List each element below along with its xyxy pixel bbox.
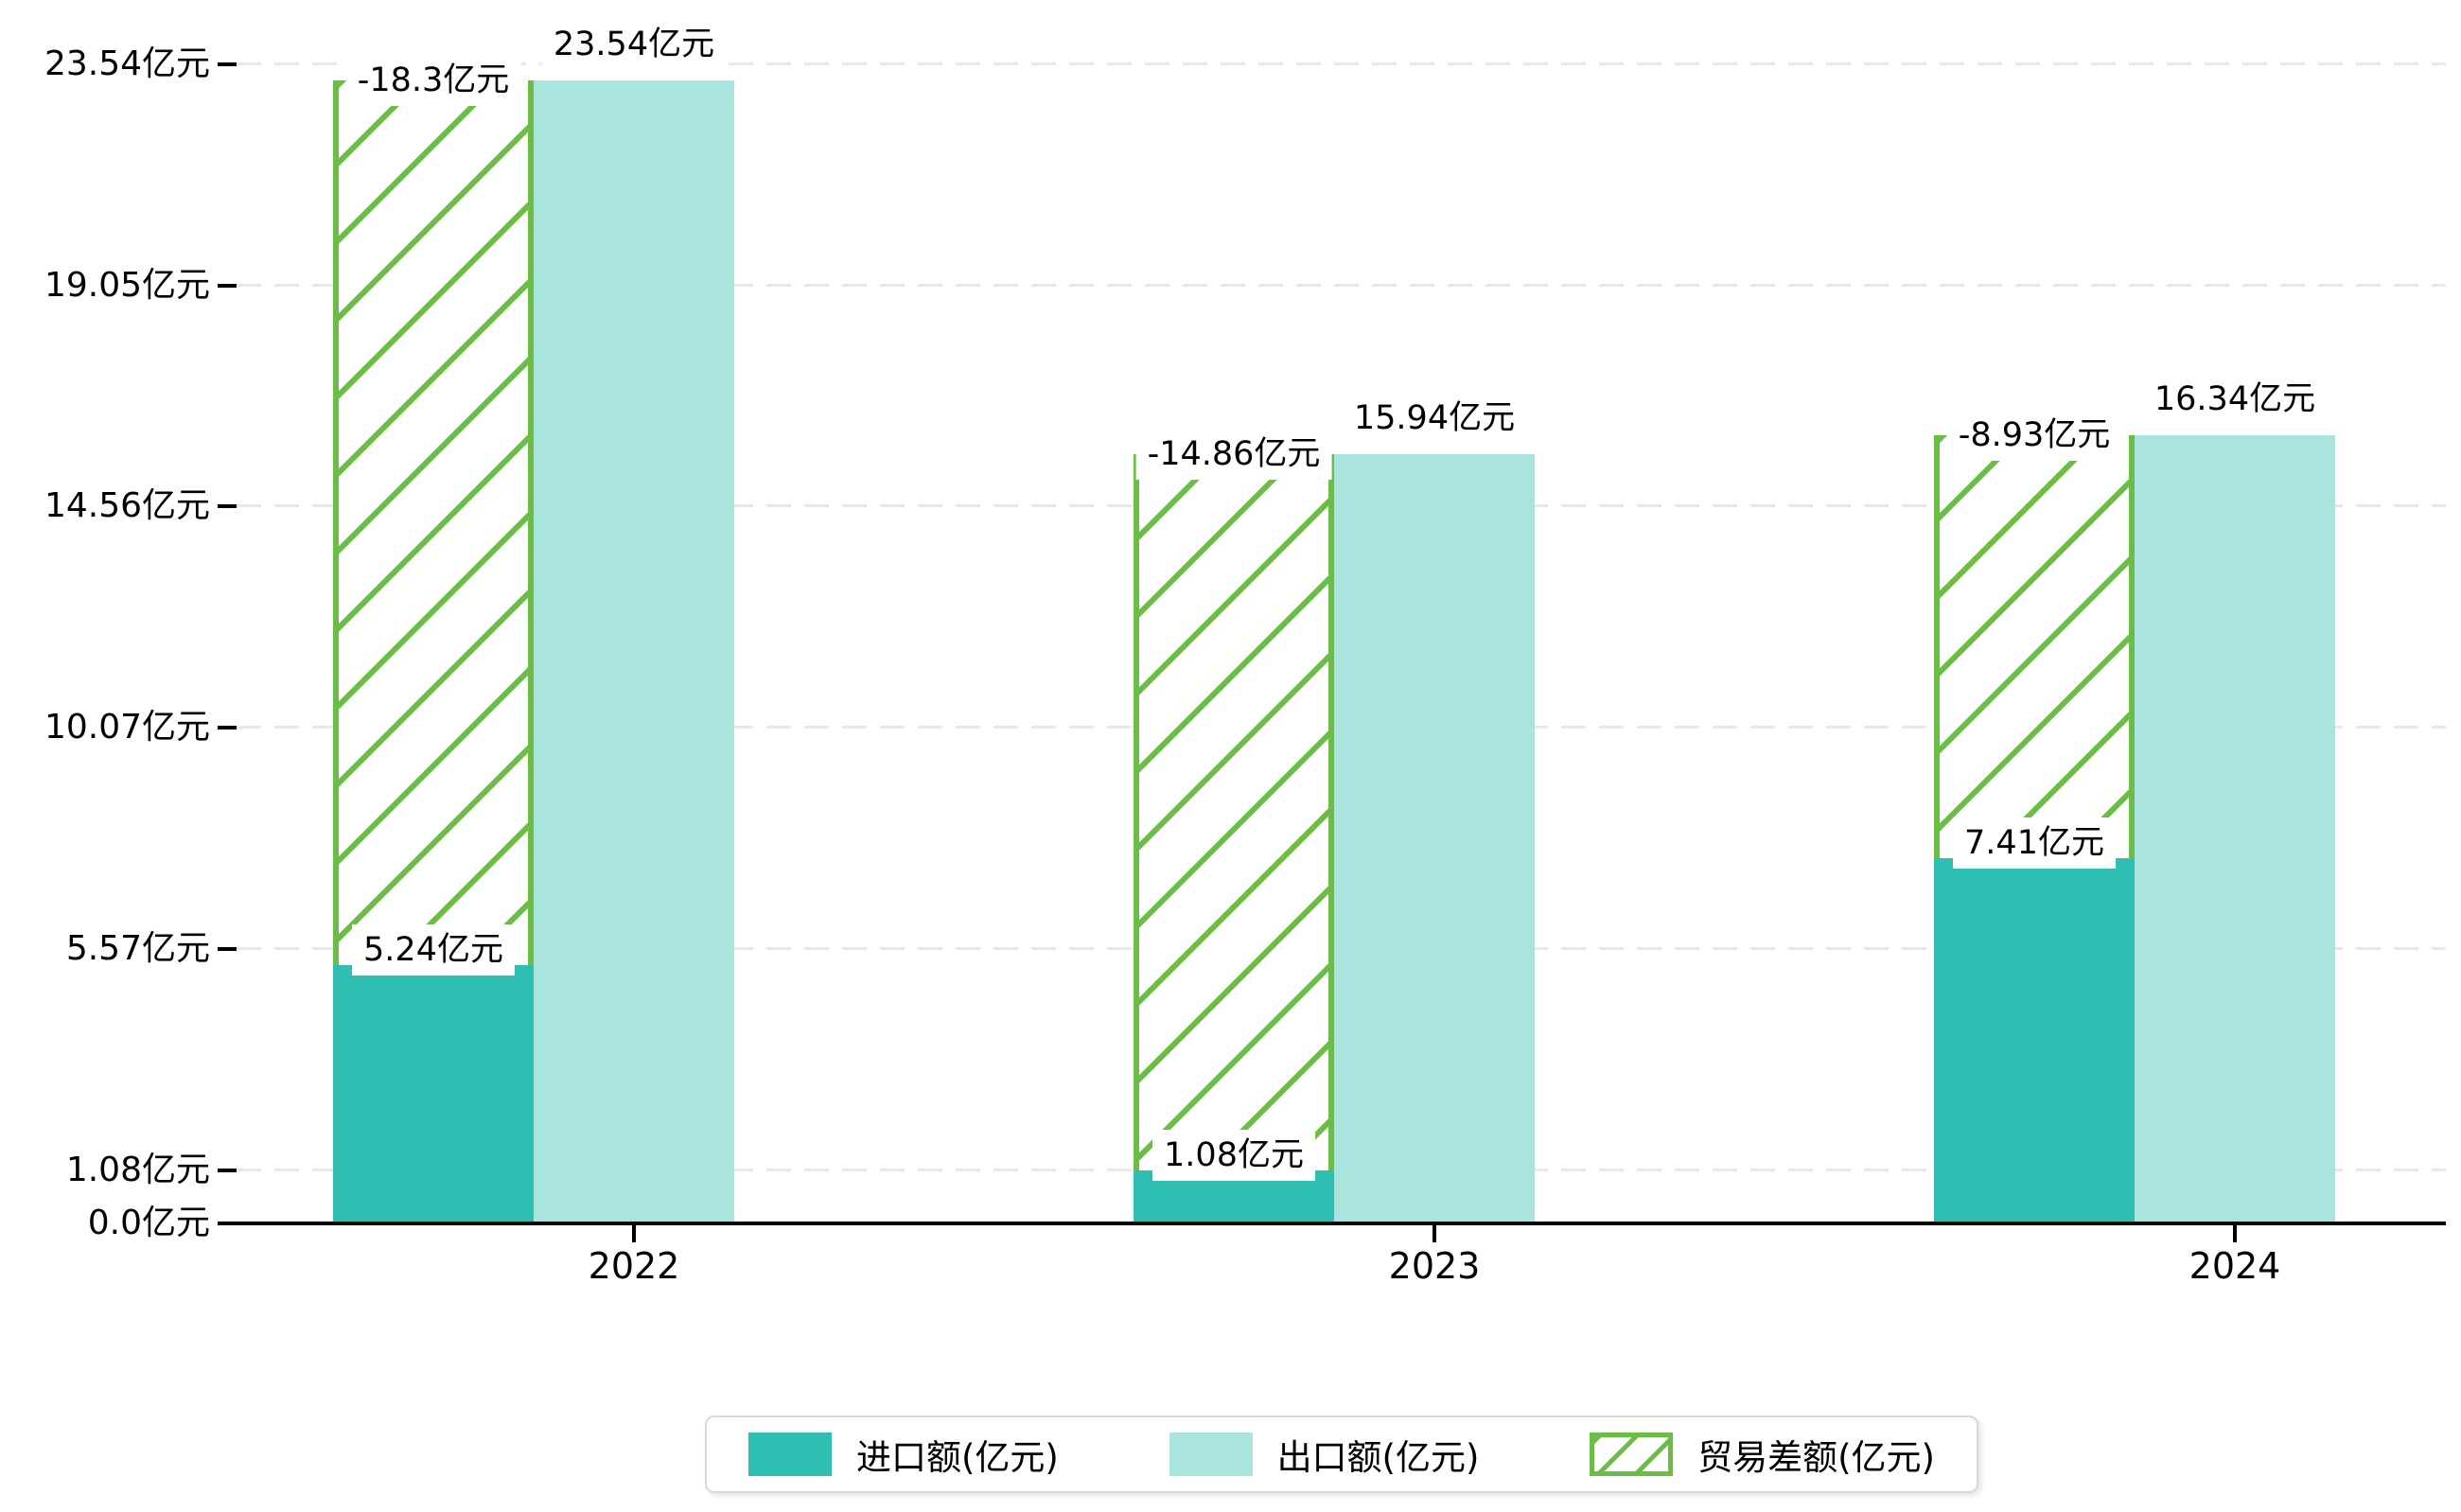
legend-label-balance: 贸易差额(亿元)	[1697, 1437, 1935, 1478]
import-value-label: 5.24亿元	[352, 924, 515, 976]
balance-value-label: -8.93亿元	[1946, 409, 2122, 461]
balance-bar	[1134, 454, 1334, 1170]
y-tick-mark	[218, 725, 237, 730]
grid-line	[237, 283, 2446, 287]
y-tick-mark	[218, 283, 237, 288]
y-tick-mark	[218, 947, 237, 952]
export-bar	[2135, 434, 2335, 1223]
y-axis-tick-label: 5.57亿元	[65, 929, 210, 969]
import-value-label: 1.08亿元	[1152, 1129, 1315, 1181]
x-axis-tick-label: 2023	[1388, 1245, 1481, 1287]
legend-item-export: 出口额(亿元)	[1169, 1429, 1480, 1480]
y-axis-tick-label: 0.0亿元	[87, 1204, 210, 1242]
export-bar	[534, 79, 734, 1223]
x-axis-line	[225, 1222, 2446, 1225]
balance-value-label: -18.3亿元	[345, 54, 521, 106]
x-axis-tick-label: 2024	[2189, 1245, 2281, 1287]
legend-item-balance: 贸易差额(亿元)	[1590, 1429, 1935, 1480]
legend-item-import: 进口额(亿元)	[748, 1429, 1059, 1480]
legend-label-import: 进口额(亿元)	[856, 1437, 1059, 1478]
y-axis-tick-label: 1.08亿元	[65, 1150, 210, 1189]
export-swatch-icon	[1169, 1433, 1253, 1476]
x-tick-mark	[2233, 1225, 2237, 1242]
balance-bar	[333, 79, 534, 966]
export-value-label: 16.34亿元	[2142, 373, 2328, 425]
export-value-label: 23.54亿元	[541, 18, 727, 70]
import-value-label: 7.41亿元	[1953, 818, 2116, 870]
import-bar	[1934, 858, 2135, 1223]
y-axis-tick-label: 19.05亿元	[44, 265, 210, 305]
import-swatch-icon	[748, 1433, 832, 1476]
grid-line	[237, 62, 2446, 65]
balance-hatch-swatch-icon	[1590, 1433, 1674, 1476]
balance-value-label: -14.86亿元	[1135, 429, 1332, 481]
export-value-label: 15.94亿元	[1342, 393, 1527, 445]
export-bar	[1334, 454, 1535, 1223]
y-tick-mark	[218, 62, 237, 66]
x-tick-mark	[1433, 1225, 1436, 1242]
x-axis-tick-label: 2022	[588, 1245, 680, 1287]
y-tick-mark	[218, 504, 237, 509]
y-axis-tick-label: 23.54亿元	[44, 44, 210, 83]
y-axis-tick-label: 14.56亿元	[44, 486, 210, 526]
import-bar	[333, 965, 534, 1223]
y-tick-mark	[218, 1168, 237, 1172]
x-tick-mark	[632, 1225, 636, 1242]
legend: 进口额(亿元) 出口额(亿元) 贸易差额(亿元)	[705, 1415, 1978, 1493]
legend-label-export: 出口额(亿元)	[1276, 1437, 1480, 1478]
balance-bar	[1934, 434, 2135, 859]
y-axis-tick-label: 10.07亿元	[44, 707, 210, 747]
